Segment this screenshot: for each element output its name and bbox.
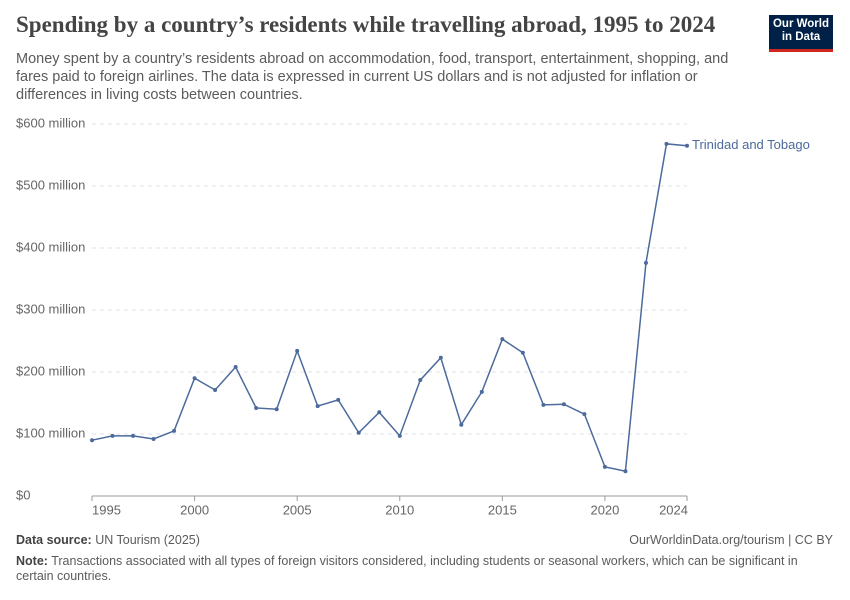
series-label: Trinidad and Tobago (692, 137, 810, 152)
line (91, 143, 688, 473)
x-tick-label: 2024 (659, 502, 688, 517)
point (90, 438, 94, 443)
point (459, 422, 464, 427)
chart-subtitle: Money spent by a country’s residents abr… (16, 51, 729, 103)
y-tick-label: $400 million (16, 239, 85, 254)
point (397, 433, 402, 438)
point (520, 350, 525, 355)
point (254, 405, 259, 410)
point (479, 389, 484, 394)
point (213, 387, 218, 392)
note-label: Note: (16, 554, 48, 568)
x-tick-label: 2005 (283, 502, 312, 517)
point (233, 365, 238, 370)
point (582, 412, 587, 417)
point (602, 464, 607, 469)
y-tick-label: $500 million (16, 177, 85, 192)
y-tick-label: $0 (16, 487, 30, 502)
point (274, 407, 279, 412)
point (561, 402, 566, 407)
y-tick-label: $100 million (16, 425, 85, 440)
source: Data source: UN Tourism (2025) (16, 533, 200, 547)
x-tick-label: 1995 (92, 502, 121, 517)
logo-line: Our World (772, 18, 829, 30)
chart-title: Spending by a country’s residents while … (16, 12, 716, 37)
note: Note: Transactions associated with all t… (16, 554, 826, 584)
point (438, 355, 443, 360)
source-label: Data source: (16, 533, 92, 547)
logo-line: in Data (781, 31, 821, 43)
point (295, 348, 300, 353)
logo[interactable]: Our World in Data (769, 15, 833, 52)
point (172, 428, 177, 433)
point (541, 402, 546, 407)
chart: $0 $100 million $200 million $300 million $4… (16, 115, 810, 517)
point (151, 436, 156, 441)
x-tick-label: 2010 (385, 502, 414, 517)
point (418, 378, 423, 383)
x-tick-label: 2020 (590, 502, 619, 517)
point (643, 260, 648, 265)
point (110, 433, 115, 438)
x-tick-label: 2015 (488, 502, 517, 517)
y-tick-label: $200 million (16, 363, 85, 378)
point (377, 410, 382, 415)
url[interactable]: OurWorldinData.org/tourism | CC BY (629, 533, 833, 547)
point (131, 433, 136, 438)
point (500, 337, 505, 342)
x-tick-label: 2000 (180, 502, 209, 517)
point (664, 141, 669, 146)
point (315, 404, 320, 409)
y-tick-label: $300 million (16, 301, 85, 316)
point (356, 430, 361, 435)
y-tick-label: $600 million (16, 115, 85, 130)
point (192, 376, 197, 381)
source-text: UN Tourism (2025) (95, 533, 200, 547)
note-text: Transactions associated with all types o… (16, 554, 798, 583)
point (685, 143, 689, 148)
point (336, 397, 341, 402)
point (623, 469, 628, 474)
